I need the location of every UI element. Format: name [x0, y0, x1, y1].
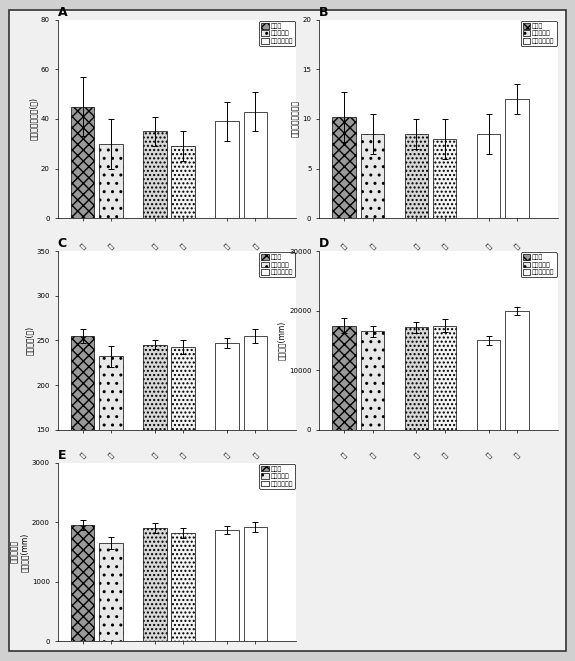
Bar	[99, 356, 122, 430]
Text: 雌: 雌	[179, 242, 187, 250]
Bar	[244, 527, 267, 641]
Bar	[505, 99, 528, 218]
Bar	[433, 139, 457, 218]
Text: 雌: 雌	[441, 242, 449, 250]
Y-axis label: 隐れ場所在時間(秒): 隐れ場所在時間(秒)	[29, 97, 38, 141]
Text: 雄: 雄	[79, 242, 86, 250]
Text: 雌: 雌	[369, 242, 377, 250]
Text: 雄: 雄	[413, 242, 420, 250]
Legend: 野生型, ヘテロ接合, ノックアウト: 野生型, ヘテロ接合, ノックアウト	[521, 253, 557, 277]
Bar	[171, 533, 195, 641]
Bar	[361, 134, 384, 218]
Text: 雌: 雌	[107, 451, 115, 459]
Bar	[99, 543, 122, 641]
Text: 雄: 雄	[340, 451, 348, 459]
Y-axis label: 隐れ場所進入回数: 隐れ場所進入回数	[291, 100, 300, 137]
Y-axis label: 移動距離(mm): 移動距離(mm)	[277, 321, 286, 360]
Text: 雌: 雌	[513, 242, 521, 250]
Bar	[143, 528, 167, 641]
Bar	[143, 345, 167, 430]
Text: 雄: 雄	[151, 451, 159, 459]
Text: 雌: 雌	[107, 242, 115, 250]
Text: 雄: 雄	[151, 242, 159, 250]
Text: B: B	[319, 6, 329, 19]
Legend: 野生型, ヘテロ接合, ノックアウト: 野生型, ヘテロ接合, ノックアウト	[259, 253, 295, 277]
Bar	[505, 311, 528, 430]
Text: 雌: 雌	[251, 451, 259, 459]
Bar	[215, 530, 239, 641]
Text: 雄: 雄	[79, 451, 86, 459]
Bar	[215, 343, 239, 430]
Bar	[99, 143, 122, 218]
Text: 雄: 雄	[413, 451, 420, 459]
Text: 雄: 雄	[223, 451, 231, 459]
Bar	[215, 122, 239, 218]
Bar	[71, 106, 94, 218]
Bar	[477, 340, 500, 430]
Legend: 野生型, ヘテロ接合, ノックアウト: 野生型, ヘテロ接合, ノックアウト	[259, 464, 295, 488]
Bar	[405, 327, 428, 430]
Text: 雄: 雄	[340, 242, 348, 250]
Y-axis label: 移動のない
運動距離(mm): 移動のない 運動距離(mm)	[10, 532, 29, 572]
Y-axis label: 活動時間(秒): 活動時間(秒)	[25, 326, 33, 355]
Text: 雄: 雄	[223, 242, 231, 250]
Bar	[332, 117, 356, 218]
Text: E: E	[58, 449, 66, 461]
Text: 雄: 雄	[485, 451, 493, 459]
Text: A: A	[58, 6, 67, 19]
Text: 雌: 雌	[179, 451, 187, 459]
Bar	[171, 146, 195, 218]
Bar	[71, 336, 94, 430]
Text: 雌: 雌	[369, 451, 377, 459]
Bar	[71, 525, 94, 641]
Text: 雄: 雄	[485, 242, 493, 250]
Bar	[433, 325, 457, 430]
Bar	[244, 112, 267, 218]
Text: 雌: 雌	[513, 451, 521, 459]
Legend: 野生型, ヘテロ接合, ノックアウト: 野生型, ヘテロ接合, ノックアウト	[259, 21, 295, 46]
Legend: 野生型, ヘテロ接合, ノックアウト: 野生型, ヘテロ接合, ノックアウト	[521, 21, 557, 46]
Bar	[477, 134, 500, 218]
Bar	[143, 132, 167, 218]
Bar	[332, 325, 356, 430]
Bar	[405, 134, 428, 218]
Text: C: C	[58, 237, 67, 250]
Text: 雌: 雌	[251, 242, 259, 250]
Text: D: D	[319, 237, 329, 250]
Bar	[244, 336, 267, 430]
Bar	[361, 331, 384, 430]
Bar	[171, 346, 195, 430]
Text: 雌: 雌	[441, 451, 449, 459]
